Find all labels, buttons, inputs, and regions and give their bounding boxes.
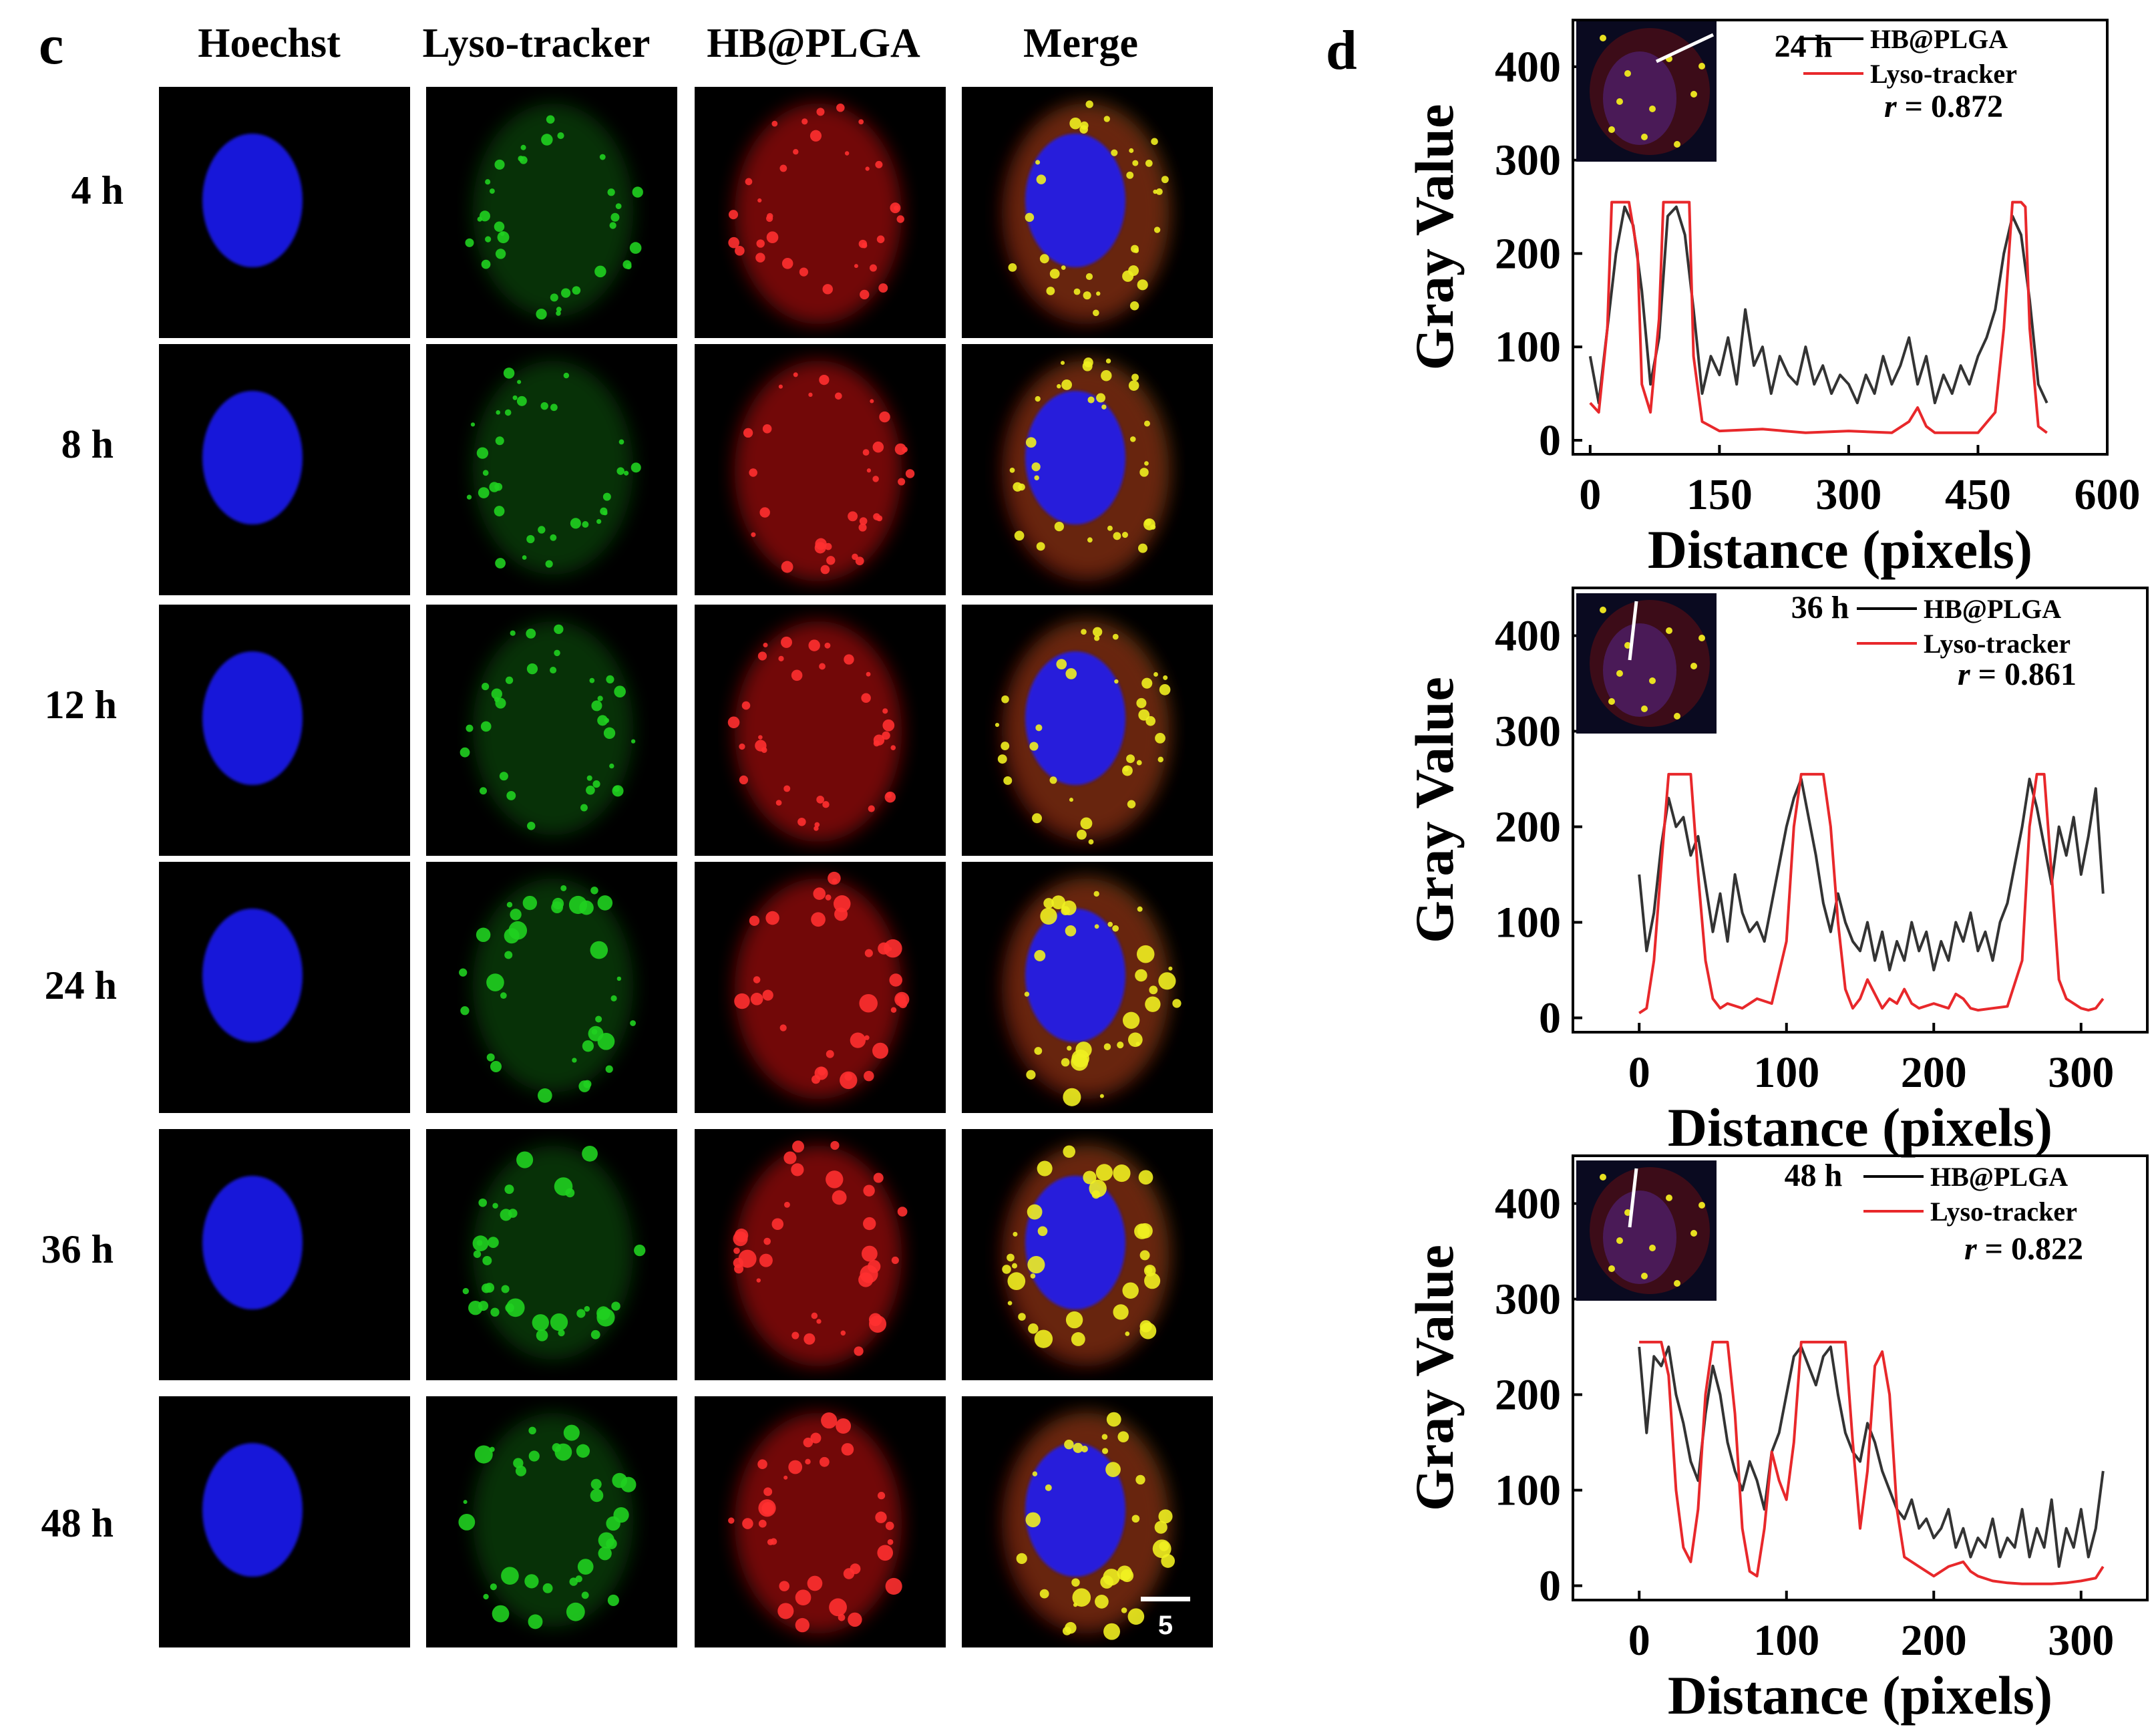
row-label-12h: 12 h xyxy=(44,683,117,727)
series-lyso-tracker-line xyxy=(1638,772,2105,1015)
micrograph-hoechst-row5 xyxy=(159,1129,410,1380)
time-label: 36 h xyxy=(1791,590,1849,625)
series-hb-plga-line xyxy=(1638,778,2105,971)
legend-entry: Lyso-tracker xyxy=(1870,59,2017,89)
y-tick-label: 0 xyxy=(1539,416,1561,465)
micrograph-lyso-row2 xyxy=(426,344,677,595)
y-tick-label: 200 xyxy=(1495,229,1561,278)
micrograph-lyso-row3 xyxy=(426,605,677,856)
y-tick-label: 300 xyxy=(1495,707,1561,756)
plot-frame xyxy=(1572,587,2149,1034)
micrograph-lyso-row1 xyxy=(426,87,677,338)
legend-entry: Lyso-tracker xyxy=(1930,1197,2077,1227)
x-tick-label: 0 xyxy=(1628,1616,1650,1665)
micrograph-hbplga-row2 xyxy=(695,344,946,595)
micrograph-merge-row6 xyxy=(962,1396,1213,1647)
micrograph-merge-row2 xyxy=(962,344,1213,595)
micrograph-merge-row4 xyxy=(962,862,1213,1113)
row-label-48h: 48 h xyxy=(41,1501,114,1545)
micrograph-hoechst-row2 xyxy=(159,344,410,595)
y-tick-label: 400 xyxy=(1495,1180,1561,1229)
x-tick-label: 300 xyxy=(2048,1048,2114,1097)
x-axis-label: Distance (pixels) xyxy=(1668,1097,2052,1158)
time-label: 24 h xyxy=(1775,29,1833,64)
micrograph-hoechst-row3 xyxy=(159,605,410,856)
y-tick-label: 400 xyxy=(1495,43,1561,92)
micrograph-hbplga-row4 xyxy=(695,862,946,1113)
x-axis-label: Distance (pixels) xyxy=(1668,1665,2052,1726)
legend-entry: HB@PLGA xyxy=(1870,24,2008,54)
column-header-merge: Merge xyxy=(1023,21,1139,66)
legend-entry: HB@PLGA xyxy=(1930,1162,2068,1192)
panel-d-letter: d xyxy=(1326,19,1357,82)
correlation-label: r = 0.822 xyxy=(1964,1231,2083,1267)
y-axis-label: Gray Value xyxy=(1404,1245,1465,1511)
y-tick-label: 200 xyxy=(1495,803,1561,852)
column-header-lyso-tracker: Lyso-tracker xyxy=(422,21,651,66)
legend-entry: HB@PLGA xyxy=(1924,594,2061,624)
y-tick-label: 300 xyxy=(1495,136,1561,185)
y-tick-label: 0 xyxy=(1539,1562,1561,1611)
micrograph-merge-row1 xyxy=(962,87,1213,338)
micrograph-merge-row5 xyxy=(962,1129,1213,1380)
scale-bar-label: 5 μm xyxy=(1145,1611,1186,1670)
time-label: 48 h xyxy=(1785,1158,1843,1193)
row-label-24h: 24 h xyxy=(44,963,117,1007)
micrograph-merge-row3 xyxy=(962,605,1213,856)
y-tick-label: 100 xyxy=(1495,899,1561,947)
inset-micrograph xyxy=(1576,593,1717,734)
x-tick-label: 100 xyxy=(1753,1616,1819,1665)
scale-bar: 5 μm xyxy=(1139,1597,1192,1671)
y-tick-label: 0 xyxy=(1539,994,1561,1043)
x-tick-label: 450 xyxy=(1945,470,2011,519)
panel-c-letter: c xyxy=(39,14,64,76)
x-axis-label: Distance (pixels) xyxy=(1648,519,2032,580)
y-tick-label: 200 xyxy=(1495,1371,1561,1420)
x-tick-label: 300 xyxy=(2048,1616,2114,1665)
series-lyso-tracker-line xyxy=(1639,1340,2105,1585)
micrograph-lyso-row5 xyxy=(426,1129,677,1380)
series-lyso-tracker-line xyxy=(1589,200,2048,434)
micrograph-hoechst-row4 xyxy=(159,862,410,1113)
x-tick-label: 100 xyxy=(1753,1048,1819,1097)
x-tick-label: 150 xyxy=(1686,470,1753,519)
correlation-label: r = 0.861 xyxy=(1958,657,2077,692)
x-tick-label: 600 xyxy=(2075,470,2141,519)
row-label-8h: 8 h xyxy=(61,422,114,466)
scale-bar-line xyxy=(1141,1597,1190,1601)
plot-frame xyxy=(1572,1154,2149,1601)
column-header-hoechst: Hoechst xyxy=(198,21,341,66)
column-header-hb-plga: HB@PLGA xyxy=(707,21,920,66)
micrograph-hbplga-row1 xyxy=(695,87,946,338)
micrograph-hbplga-row5 xyxy=(695,1129,946,1380)
y-axis-label: Gray Value xyxy=(1404,104,1465,371)
micrograph-hbplga-row6 xyxy=(695,1396,946,1647)
micrograph-hoechst-row6 xyxy=(159,1396,410,1647)
correlation-label: r = 0.872 xyxy=(1884,89,2003,124)
y-tick-label: 400 xyxy=(1495,612,1561,661)
micrograph-hoechst-row1 xyxy=(159,87,410,338)
series-hb-plga-line xyxy=(1588,205,2048,405)
x-tick-label: 300 xyxy=(1815,470,1881,519)
x-tick-label: 0 xyxy=(1579,470,1601,519)
micrograph-lyso-row4 xyxy=(426,862,677,1113)
inset-micrograph xyxy=(1576,21,1717,162)
x-tick-label: 0 xyxy=(1628,1048,1650,1097)
y-tick-label: 100 xyxy=(1495,323,1561,371)
plot-frame xyxy=(1572,19,2109,456)
inset-micrograph xyxy=(1576,1160,1717,1301)
row-label-4h: 4 h xyxy=(71,168,124,212)
legend-entry: Lyso-tracker xyxy=(1924,629,2071,659)
micrograph-lyso-row6 xyxy=(426,1396,677,1647)
y-tick-label: 100 xyxy=(1495,1466,1561,1515)
x-tick-label: 200 xyxy=(1901,1048,1967,1097)
micrograph-hbplga-row3 xyxy=(695,605,946,856)
row-label-36h: 36 h xyxy=(41,1227,114,1271)
y-tick-label: 300 xyxy=(1495,1275,1561,1324)
y-axis-label: Gray Value xyxy=(1404,677,1465,943)
x-tick-label: 200 xyxy=(1901,1616,1967,1665)
